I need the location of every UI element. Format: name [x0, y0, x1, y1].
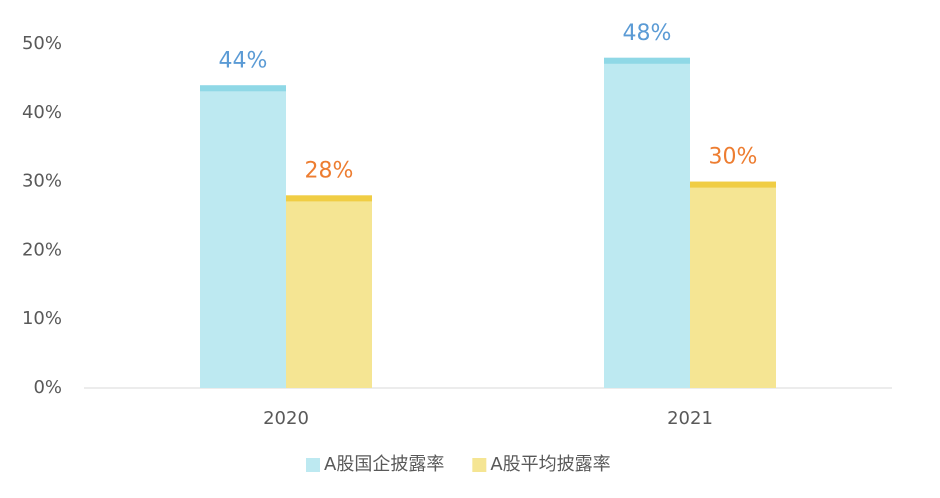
bar: [286, 195, 372, 388]
legend-label: A股平均披露率: [490, 454, 610, 475]
y-tick-label: 0%: [33, 377, 62, 398]
legend-swatch: [306, 458, 320, 472]
data-label: 28%: [305, 158, 354, 183]
legend-label: A股国企披露率: [324, 454, 444, 475]
x-tick-label: 2021: [667, 408, 713, 429]
y-tick-label: 10%: [22, 308, 62, 329]
y-tick-label: 20%: [22, 239, 62, 260]
legend-swatch: [472, 458, 487, 472]
y-tick-label: 30%: [22, 171, 62, 192]
bar: [604, 57, 690, 388]
data-label: 30%: [709, 145, 758, 170]
y-tick-label: 40%: [22, 102, 62, 123]
bar: [690, 181, 776, 388]
data-label: 48%: [623, 21, 672, 46]
x-tick-label: 2020: [263, 408, 309, 429]
data-label: 44%: [219, 48, 268, 73]
y-tick-label: 50%: [22, 33, 62, 54]
bar: [200, 85, 286, 388]
